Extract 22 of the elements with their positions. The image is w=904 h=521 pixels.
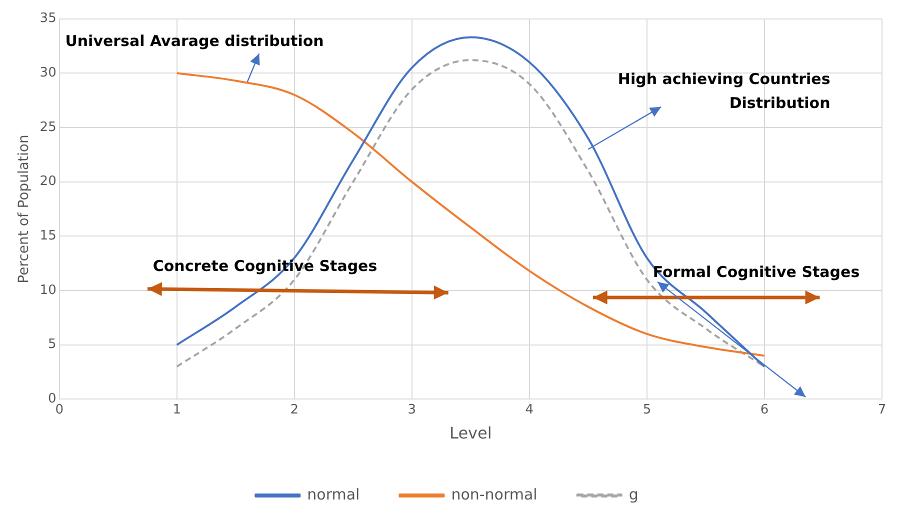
y-tick-label: 15 — [40, 228, 56, 244]
x-tick-label: 5 — [642, 402, 652, 418]
x-tick-label: 3 — [408, 402, 416, 418]
legend-label: normal — [307, 485, 360, 504]
annotation: Universal Avarage distribution — [65, 31, 325, 52]
y-tick-label: 25 — [40, 120, 56, 135]
y-tick-label: 35 — [40, 11, 56, 26]
x-tick-label: 6 — [760, 402, 769, 418]
y-tick-label: 0 — [48, 392, 56, 407]
y-tick-label: 5 — [48, 337, 56, 352]
y-tick-label: 10 — [40, 282, 56, 298]
x-tick-label: 2 — [290, 402, 299, 418]
legend-label: non-normal — [451, 485, 538, 504]
x-tick-label: 7 — [878, 402, 886, 418]
x-axis-title: Level — [450, 424, 492, 443]
y-axis-title: Percent of Population — [16, 134, 32, 284]
x-tick-label: 1 — [172, 402, 182, 418]
annotation: High achieving Countries Distribution — [616, 69, 830, 114]
x-tick-label: 4 — [525, 402, 534, 418]
y-tick-label: 30 — [40, 66, 56, 81]
legend-label: g — [628, 485, 638, 504]
y-tick-label: 20 — [40, 174, 56, 190]
